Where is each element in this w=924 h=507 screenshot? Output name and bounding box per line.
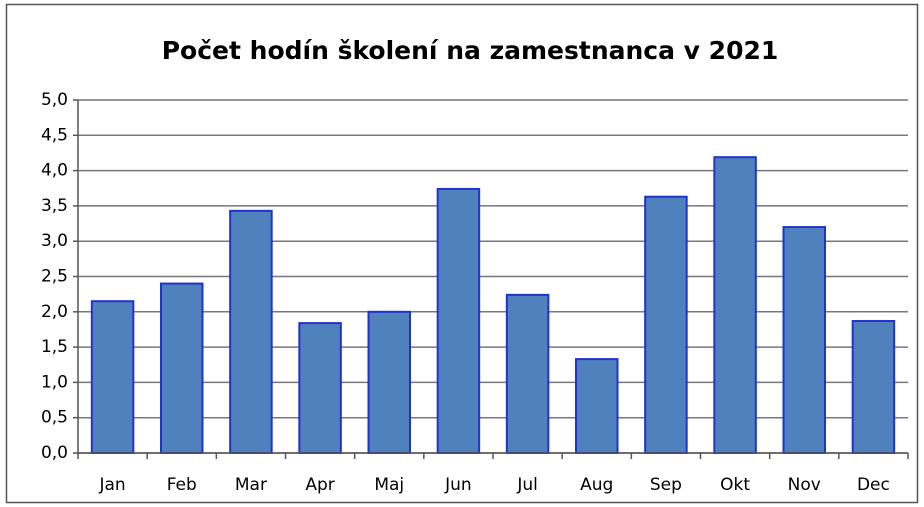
y-tick-label: 3,0 [41, 231, 68, 251]
bar [90, 300, 135, 454]
bar [782, 226, 826, 454]
bar [713, 156, 757, 454]
bar [436, 187, 481, 454]
x-tick-label: Feb [167, 475, 197, 495]
x-tick-label: Okt [720, 475, 750, 495]
y-tick-label: 1,5 [41, 337, 68, 357]
bar [160, 282, 204, 454]
bar [644, 195, 688, 455]
y-tick-label: 3,5 [41, 196, 68, 216]
bar [298, 322, 342, 455]
y-tick-label: 4,0 [41, 161, 68, 181]
chart-title: Počet hodín školení na zamestnanca v 202… [162, 36, 779, 65]
bar [505, 293, 550, 454]
y-tick-label: 2,5 [41, 267, 68, 287]
y-tick-label: 1,0 [41, 372, 68, 392]
x-tick-label: Sep [650, 475, 682, 495]
y-tick-label: 2,0 [41, 302, 68, 322]
x-tick-label: Jun [444, 475, 472, 495]
bar [367, 310, 411, 454]
bar [229, 209, 273, 454]
bar [575, 358, 619, 454]
y-tick-label: 0,5 [41, 408, 68, 428]
y-tick-label: 0,0 [41, 443, 68, 463]
x-tick-label: Mar [235, 475, 267, 495]
x-tick-label: Maj [374, 475, 404, 495]
y-tick-label: 5,0 [41, 90, 68, 110]
x-tick-label: Apr [305, 475, 334, 495]
x-tick-label: Aug [580, 475, 613, 495]
x-tick-label: Dec [857, 475, 890, 495]
y-tick-label: 4,5 [41, 125, 68, 145]
x-tick-label: Jan [98, 475, 125, 495]
x-tick-label: Jul [516, 475, 538, 495]
x-tick-label: Nov [788, 475, 821, 495]
bar [851, 319, 896, 454]
